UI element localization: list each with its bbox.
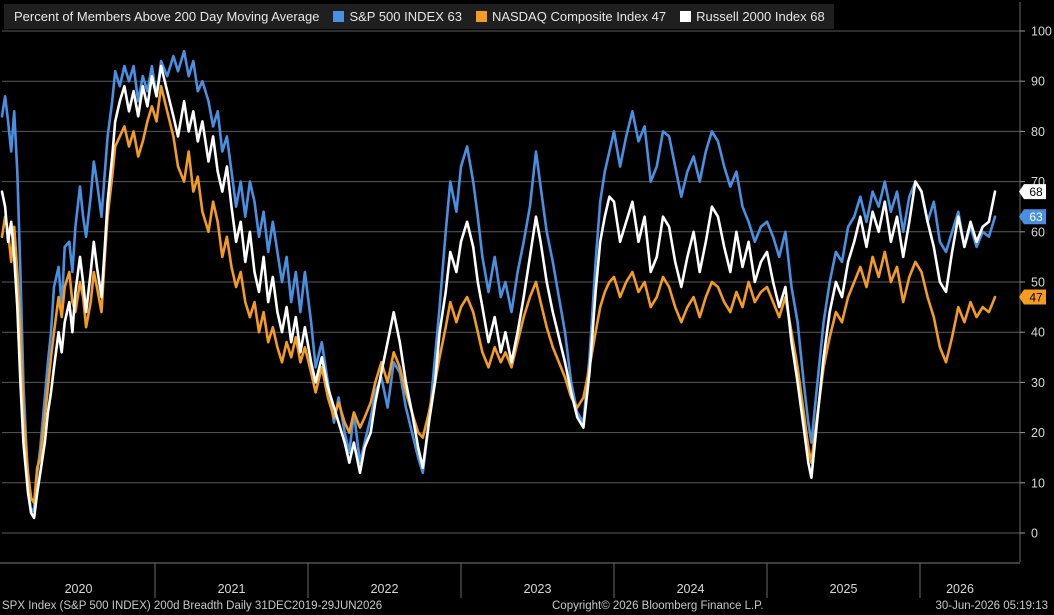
end-value-tags: 68 63 47 xyxy=(1019,184,1046,305)
chart-title: Percent of Members Above 200 Day Moving … xyxy=(14,9,320,24)
x-tick-label-2022: 2022 xyxy=(371,582,399,596)
gridlines xyxy=(2,30,1020,534)
x-axis: 2020 2021 2022 2023 2024 2025 2026 xyxy=(0,562,1020,598)
legend-item-nasdaq[interactable]: NASDAQ Composite Index 47 xyxy=(475,9,667,24)
x-tick-label-2024: 2024 xyxy=(677,582,705,596)
end-tag-68 xyxy=(1019,184,1046,200)
legend-item-russell[interactable]: Russell 2000 Index 68 xyxy=(680,9,825,24)
legend-swatch-russell xyxy=(680,11,692,22)
y-tick-label-100: 100 xyxy=(1031,25,1052,39)
legend-label-nasdaq: NASDAQ Composite Index 47 xyxy=(491,9,667,24)
y-tick-label-90: 90 xyxy=(1031,75,1045,89)
y-tick-label-50: 50 xyxy=(1031,276,1045,290)
legend-bar: Percent of Members Above 200 Day Moving … xyxy=(4,4,834,29)
legend-label-russell: Russell 2000 Index 68 xyxy=(696,9,825,24)
end-tag-63 xyxy=(1019,209,1046,225)
end-tag-label-68: 68 xyxy=(1029,185,1043,199)
x-tick-label-2023: 2023 xyxy=(524,582,552,596)
y-tick-label-80: 80 xyxy=(1031,125,1045,139)
series-lines xyxy=(0,49,997,520)
y-tick-label-30: 30 xyxy=(1031,376,1045,390)
y-tick-label-10: 10 xyxy=(1031,476,1045,490)
legend-label-sp500: S&P 500 INDEX 63 xyxy=(349,9,462,24)
legend-swatch-sp500 xyxy=(333,11,345,22)
legend-item-sp500[interactable]: S&P 500 INDEX 63 xyxy=(333,9,462,24)
series-line-nasdaq xyxy=(0,84,997,505)
footer-copyright: Copyright© 2026 Bloomberg Finance L.P. xyxy=(552,600,764,612)
legend-swatch-nasdaq xyxy=(475,11,487,22)
y-tick-label-40: 40 xyxy=(1031,326,1045,340)
y-tick-label-20: 20 xyxy=(1031,426,1045,440)
footer: SPX Index (S&P 500 INDEX) 200d Breadth D… xyxy=(0,598,1054,615)
footer-timestamp: 30-Jun-2026 05:19:13 xyxy=(935,600,1048,612)
series-line-sp500 xyxy=(0,49,997,515)
x-tick-label-2026: 2026 xyxy=(946,582,974,596)
footer-source: SPX Index (S&P 500 INDEX) 200d Breadth D… xyxy=(2,600,383,612)
end-tag-label-63: 63 xyxy=(1029,210,1043,224)
series-line-russell xyxy=(0,64,997,520)
y-tick-label-0: 0 xyxy=(1031,527,1038,541)
end-tag-47 xyxy=(1019,289,1046,305)
x-tick-label-2021: 2021 xyxy=(218,582,246,596)
y-tick-label-60: 60 xyxy=(1031,225,1045,239)
x-tick-label-2025: 2025 xyxy=(830,582,858,596)
x-tick-label-2020: 2020 xyxy=(65,582,93,596)
end-tag-label-47: 47 xyxy=(1029,291,1043,305)
